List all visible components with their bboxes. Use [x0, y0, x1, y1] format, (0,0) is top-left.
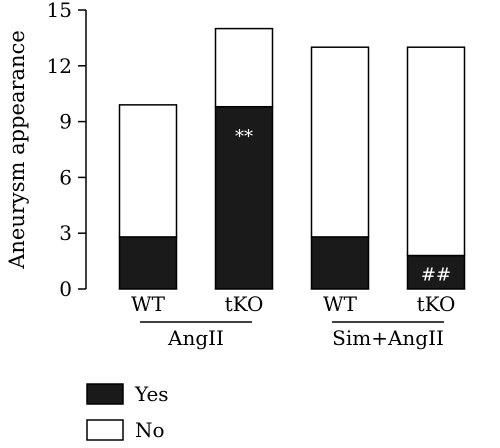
y-tick-label: 0: [59, 277, 72, 301]
bar-annotation: **: [235, 127, 253, 148]
x-tick-label: tKO: [225, 292, 264, 316]
bars: [118, 27, 466, 290]
bar-yes-1: [118, 236, 178, 290]
bar-no-1: [118, 104, 178, 238]
x-tick-label: tKO: [417, 292, 456, 316]
y-tick-label: 9: [59, 110, 72, 134]
y-axis-label: Aneurysm appearance: [5, 30, 29, 270]
legend-swatch-yes: [86, 383, 124, 405]
bar-no-2: [214, 27, 274, 108]
legend-label-no: No: [135, 418, 165, 442]
bar-annotation: ##: [421, 264, 451, 285]
group-label: AngII: [167, 326, 224, 350]
group-label: Sim+AngII: [332, 326, 444, 350]
y-tick-label: 3: [59, 221, 72, 245]
bar-yes-3: [310, 236, 370, 290]
legend-swatch-no: [86, 419, 124, 441]
y-tick-label: 12: [47, 54, 72, 78]
bar-no-4: [406, 46, 466, 257]
y-tick-label: 15: [47, 0, 72, 22]
bar-yes-4: [406, 254, 466, 290]
labels: WT tKO WT tKO ** ## AngII Sim+AngII: [131, 127, 455, 350]
legend-label-yes: Yes: [134, 382, 169, 406]
bar-yes-2: [214, 105, 274, 290]
x-tick-label: WT: [323, 292, 358, 316]
y-tick-label: 6: [59, 165, 72, 189]
x-tick-label: WT: [131, 292, 166, 316]
bar-no-3: [310, 46, 370, 238]
axes: 0 3 6 9 12 15 Aneurysm appearance: [5, 0, 87, 301]
legend: Yes No: [86, 382, 169, 442]
